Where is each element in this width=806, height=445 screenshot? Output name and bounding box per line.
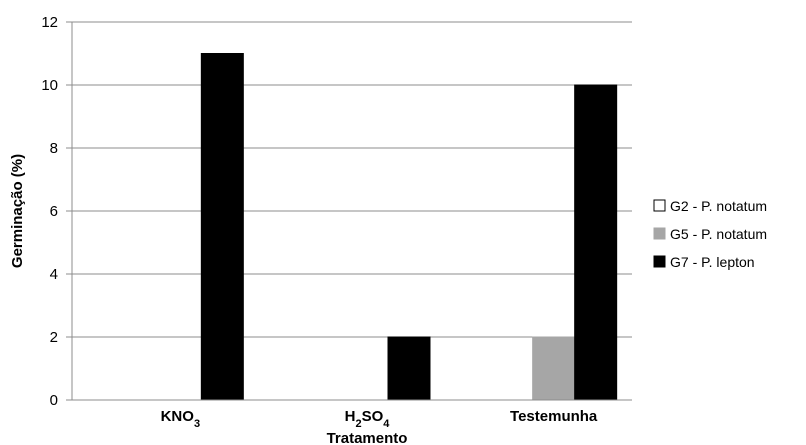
y-tick-label: 4 — [50, 266, 58, 283]
y-tick-label: 6 — [50, 203, 58, 220]
x-category-label: KNO3 — [161, 408, 200, 430]
x-axis-title: Tratamento — [327, 430, 408, 445]
bars — [200, 53, 618, 401]
bar-g7-2 — [574, 84, 618, 401]
y-tick-label: 2 — [50, 329, 58, 346]
legend-label: G5 - P. notatum — [670, 226, 767, 242]
y-tick-label: 10 — [41, 77, 58, 94]
legend-swatch — [653, 227, 666, 240]
y-tick-label: 8 — [50, 140, 58, 157]
bar-g5-2 — [532, 336, 576, 401]
y-axis-title: Germinação (%) — [9, 154, 26, 268]
legend-swatch — [653, 255, 666, 268]
legend-swatch — [653, 199, 666, 212]
y-tick-label: 0 — [50, 392, 58, 409]
y-tick-labels: 0 2 4 6 8 10 12 — [41, 14, 72, 409]
legend: G2 - P. notatum G5 - P. notatum G7 - P. le… — [653, 198, 767, 270]
x-category-labels: KNO3 H2SO4 Testemunha — [161, 408, 598, 430]
y-tick-label: 12 — [41, 14, 58, 31]
bar-g7-1 — [387, 336, 431, 401]
gridlines — [72, 21, 632, 338]
legend-label: G2 - P. notatum — [670, 198, 767, 214]
bar-g7-0 — [200, 53, 244, 401]
legend-label: G7 - P. lepton — [670, 254, 755, 270]
x-category-label: H2SO4 — [345, 408, 391, 430]
x-category-label: Testemunha — [510, 408, 598, 425]
